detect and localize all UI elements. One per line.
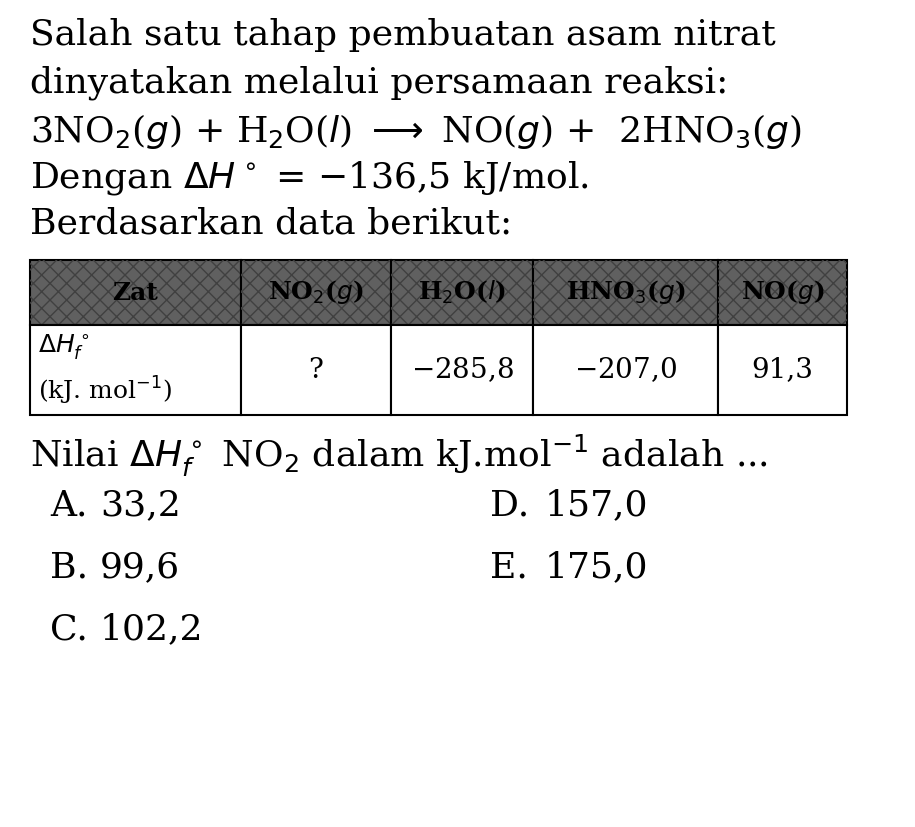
Bar [533, 260, 718, 325]
Text: $\Delta H_f^\circ$
(kJ. mol$^{-1}$): $\Delta H_f^\circ$ (kJ. mol$^{-1}$) [38, 333, 172, 407]
Text: ?: ? [308, 356, 323, 384]
Text: 102,2: 102,2 [100, 612, 203, 646]
Text: dinyatakan melalui persamaan reaksi:: dinyatakan melalui persamaan reaksi: [30, 65, 728, 99]
Bar [392, 325, 533, 415]
Text: Zat: Zat [113, 280, 158, 304]
Text: 91,3: 91,3 [751, 356, 813, 384]
Bar [718, 260, 847, 325]
Text: B.: B. [50, 550, 88, 584]
Text: 33,2: 33,2 [100, 488, 181, 522]
Text: Dengan $\Delta H^\circ$ = $-$136,5 kJ/mol.: Dengan $\Delta H^\circ$ = $-$136,5 kJ/mo… [30, 159, 588, 197]
Text: NO$_2$($g$): NO$_2$($g$) [268, 279, 364, 307]
Text: D.: D. [490, 488, 529, 522]
Text: 3NO$_2$($g$) + H$_2$O($l$) $\longrightarrow$ NO($g$) +  2HNO$_3$($g$): 3NO$_2$($g$) + H$_2$O($l$) $\longrightar… [30, 112, 802, 151]
Text: A.: A. [50, 488, 88, 522]
Bar [241, 260, 392, 325]
Bar [241, 325, 392, 415]
Text: $-$285,8: $-$285,8 [411, 356, 513, 385]
Text: Nilai $\Delta H_f^\circ$ NO$_2$ dalam kJ.mol$^{-1}$ adalah ...: Nilai $\Delta H_f^\circ$ NO$_2$ dalam kJ… [30, 433, 768, 479]
Text: NO($g$): NO($g$) [740, 279, 824, 307]
Bar [30, 260, 241, 325]
Text: C.: C. [50, 612, 88, 646]
Bar [718, 260, 847, 325]
Bar [392, 260, 533, 325]
Text: 157,0: 157,0 [545, 488, 649, 522]
Text: H$_2$O($l$): H$_2$O($l$) [418, 279, 506, 306]
Text: 175,0: 175,0 [545, 550, 649, 584]
Text: 99,6: 99,6 [100, 550, 180, 584]
Text: $-$207,0: $-$207,0 [574, 356, 677, 385]
Bar [718, 325, 847, 415]
Text: Berdasarkan data berikut:: Berdasarkan data berikut: [30, 206, 512, 240]
Text: Salah satu tahap pembuatan asam nitrat: Salah satu tahap pembuatan asam nitrat [30, 18, 776, 52]
Bar [30, 325, 241, 415]
Text: HNO$_3$($g$): HNO$_3$($g$) [565, 279, 685, 307]
Bar [533, 325, 718, 415]
Text: E.: E. [490, 550, 528, 584]
Bar [392, 260, 533, 325]
Bar [30, 260, 241, 325]
Bar [241, 260, 392, 325]
Bar [533, 260, 718, 325]
